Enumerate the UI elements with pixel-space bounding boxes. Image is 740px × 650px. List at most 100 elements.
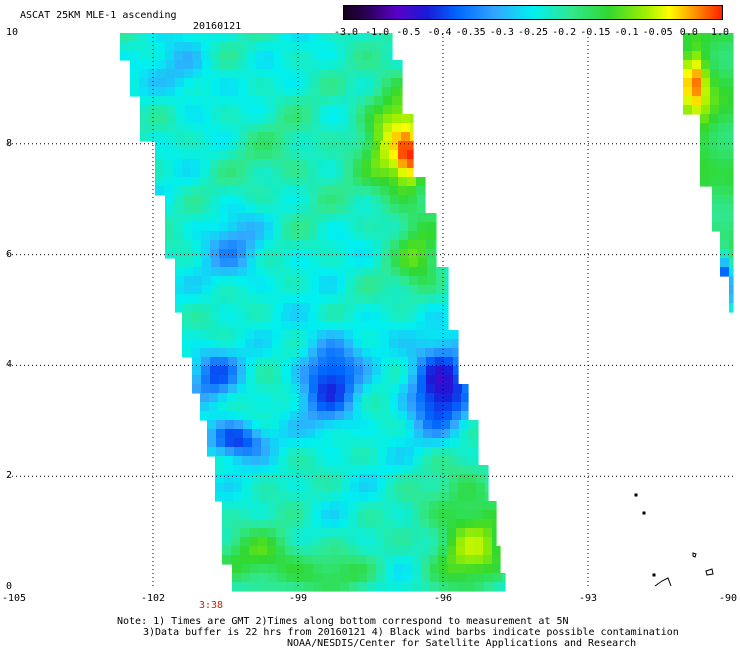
swath-cell [390,231,400,241]
swath-cell [222,519,232,529]
swath-cell [297,420,307,430]
swath-cell [264,51,274,61]
swath-cell [227,393,237,403]
swath-cell [425,393,435,403]
swath-cell [389,348,399,358]
swath-cell [268,582,278,592]
colorbar-tick-label: 1.0 [710,27,730,38]
swath-cell [308,177,318,187]
swath-cell [264,366,274,376]
x-tick-label: -105 [1,593,27,604]
swath-cell [290,348,300,358]
swath-cell [297,429,307,439]
swath-cell [321,546,331,556]
swath-cell [321,555,331,565]
swath-cell [405,438,415,448]
swath-cell [321,528,331,538]
swath-cell [212,132,222,142]
swath-cell [245,339,255,349]
swath-cell [381,222,391,232]
swath-cell [311,132,321,142]
swath-cell [322,564,332,574]
swath-cell [273,222,283,232]
swath-cell [264,375,274,385]
swath-cell [418,267,428,277]
swath-cell [272,168,282,178]
swath-cell [425,339,435,349]
swath-cell [227,141,237,151]
swath-cell [149,105,159,115]
swath-cell [492,501,497,511]
swath-cell [200,168,210,178]
swath-cell [422,483,432,493]
swath-cell [456,519,466,529]
swath-cell [275,105,285,115]
swath-cell [282,366,292,376]
swath-cell [218,348,228,358]
swath-cell [432,447,442,457]
swath-cell [727,141,734,151]
swath-cell [255,213,265,223]
swath-cell [347,132,357,142]
swath-cell [426,231,436,241]
swath-cell [378,429,388,439]
swath-cell [484,582,494,592]
swath-cell [712,222,722,232]
swath-cell [362,348,372,358]
swath-cell [292,267,302,277]
swath-cell [202,78,212,88]
swath-cell [254,348,264,358]
swath-cell [220,267,230,277]
swath-cell [301,69,311,79]
swath-cell [237,213,247,223]
swath-cell [281,348,291,358]
swath-cell [245,150,255,160]
swath-cell [381,204,391,214]
swath-cell [432,429,442,439]
swath-cell [390,213,400,223]
swath-cell [249,546,259,556]
swath-cell [354,357,364,367]
swath-cell [276,510,286,520]
swath-cell [246,384,256,394]
swath-cell [347,114,357,124]
swath-cell [140,123,150,133]
swath-cell [345,213,355,223]
swath-cell [236,141,246,151]
swath-cell [212,114,222,124]
swath-cell [359,456,369,466]
swath-cell [468,438,478,448]
swath-cell [299,141,309,151]
swath-cell [321,501,331,511]
swath-cell [383,132,393,142]
swath-cell [290,186,300,196]
swath-cell [355,60,365,70]
swath-cell [299,393,309,403]
swath-cell [203,123,213,133]
swath-cell [450,429,460,439]
swath-cell [292,78,302,88]
swath-cell [730,186,734,196]
swath-cell [129,42,139,52]
swath-cell [193,276,203,286]
swath-cell [429,510,439,520]
swath-cell [156,42,166,52]
swath-cell [701,96,711,106]
swath-cell [701,78,711,88]
swath-cell [380,411,390,421]
swath-cell [218,321,228,331]
swath-cell [256,294,266,304]
swath-cell [408,195,418,205]
swath-cell [728,105,734,115]
swath-cell [449,492,459,502]
swath-cell [423,438,433,448]
swath-cell [284,123,294,133]
swath-cell [371,168,381,178]
swath-cell [427,294,437,304]
swath-cell [399,240,409,250]
swath-cell [185,105,195,115]
swath-cell [465,501,475,511]
swath-cell [365,123,375,133]
swath-cell [336,357,346,367]
swath-cell [362,141,372,151]
